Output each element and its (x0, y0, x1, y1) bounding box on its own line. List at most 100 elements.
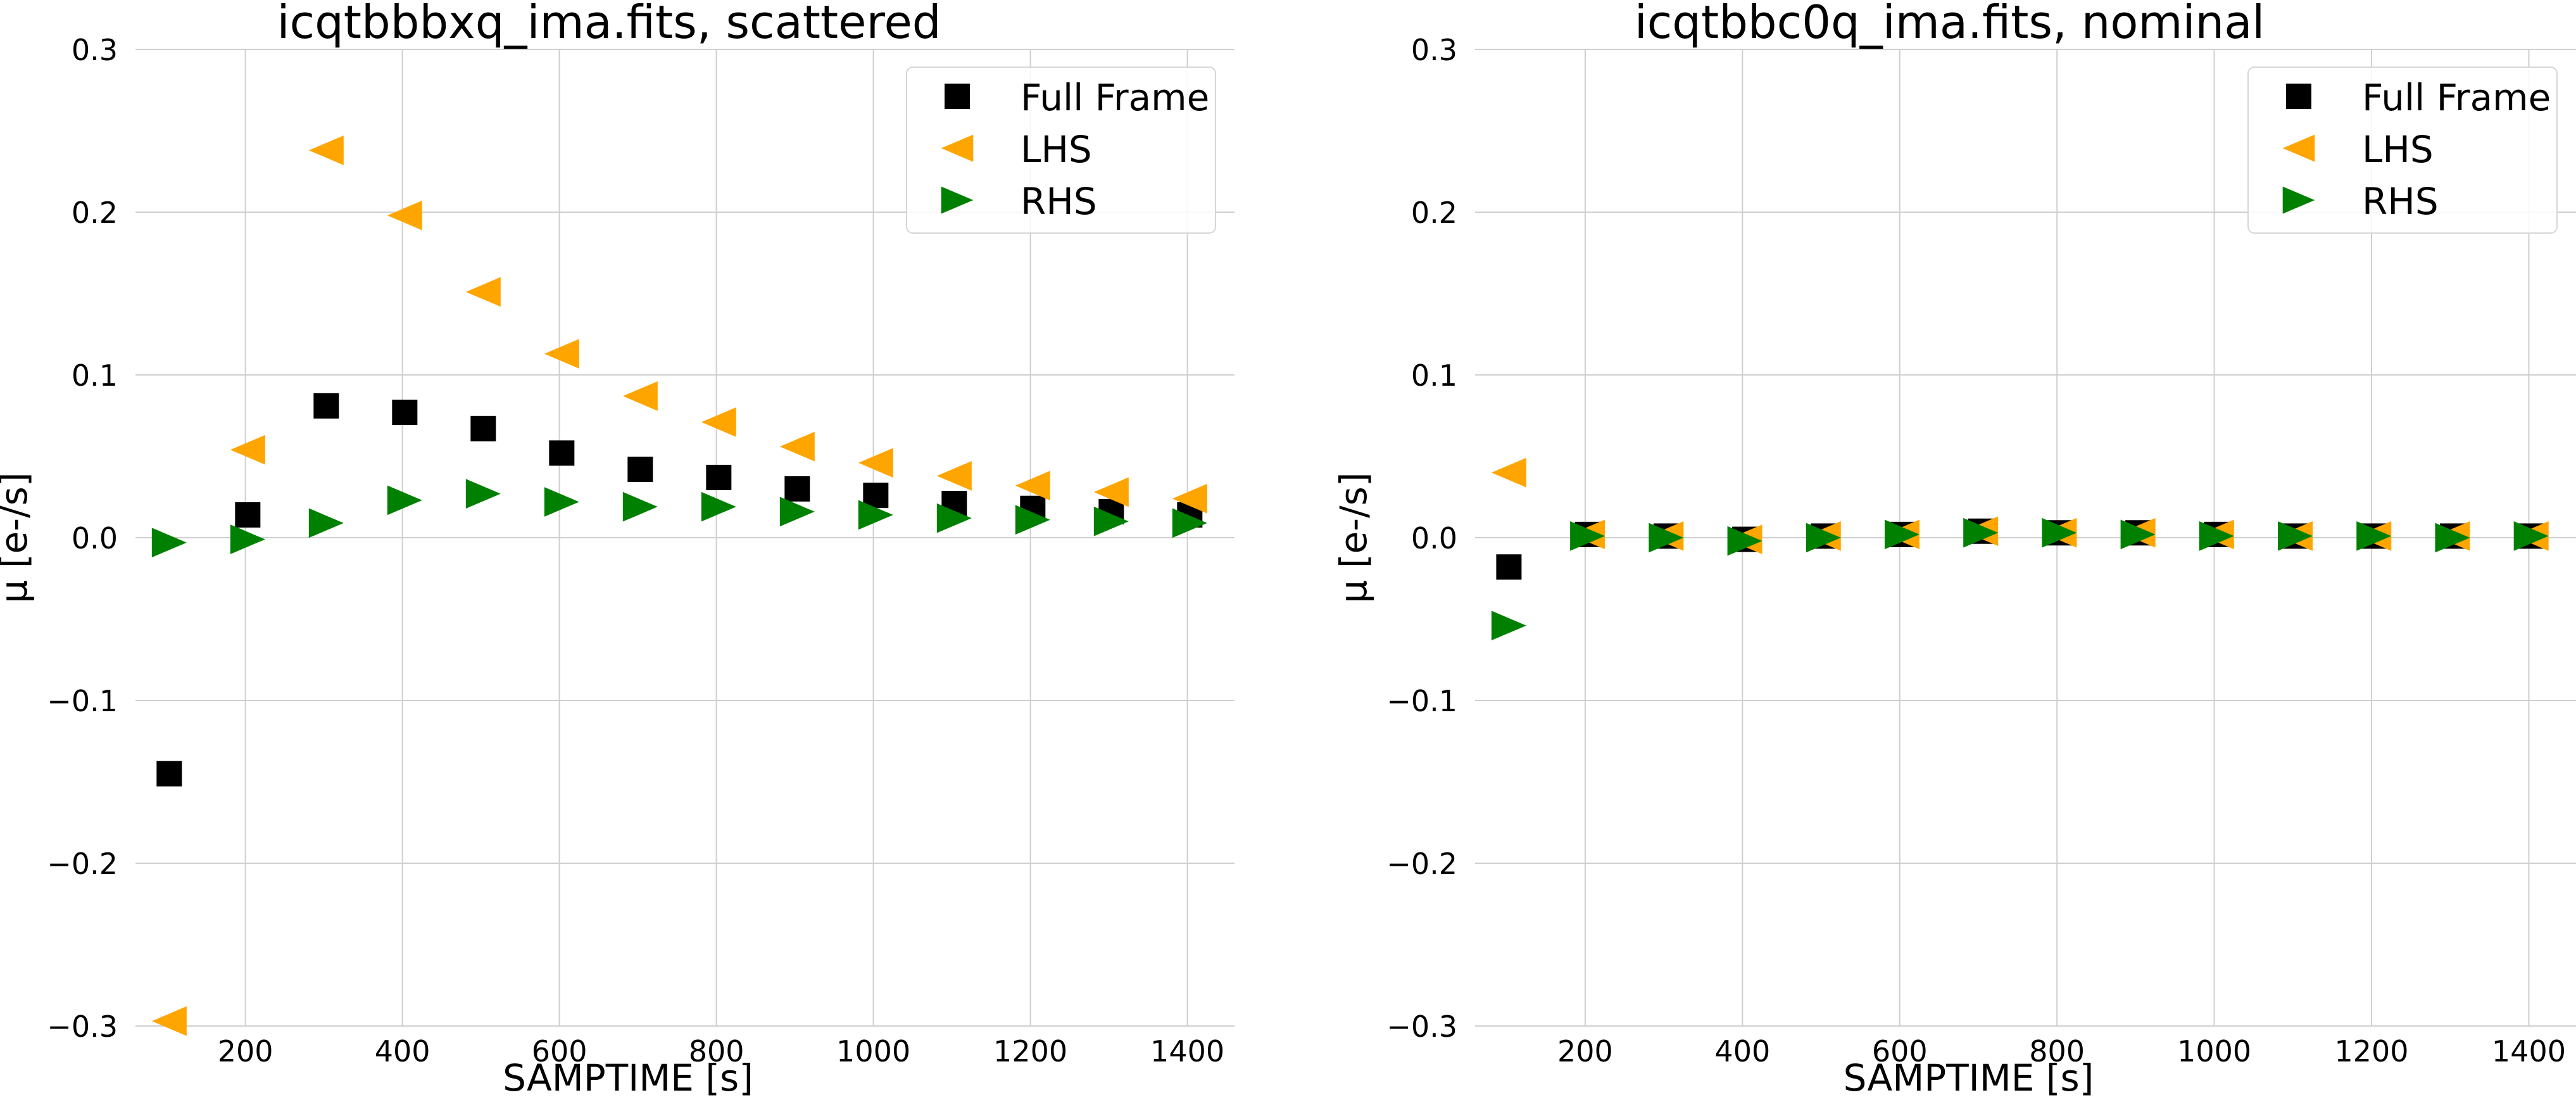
x-tick-label: 600 (1872, 1034, 1928, 1068)
data-point (2278, 521, 2313, 551)
y-tick-label: 0.1 (1411, 358, 1457, 393)
legend-label: RHS (2362, 180, 2439, 223)
data-point (2356, 521, 2392, 551)
series-full-frame (156, 393, 1203, 787)
data-point (1093, 506, 1129, 536)
y-tick-label: −0.1 (47, 684, 118, 718)
y-tick-label: −0.2 (47, 847, 118, 881)
legend: Full Frame LHS RHS (906, 66, 1216, 234)
x-tick-label: 600 (532, 1034, 587, 1068)
data-point (392, 400, 418, 426)
data-point (387, 485, 422, 516)
legend-marker (2282, 134, 2315, 162)
data-point (230, 524, 265, 554)
data-point (235, 502, 261, 528)
data-point (1172, 508, 1207, 538)
legend-label: LHS (1021, 128, 1092, 171)
x-tick-label: 200 (1557, 1034, 1613, 1068)
x-tick-label: 1200 (993, 1034, 1067, 1068)
data-point (465, 479, 501, 509)
y-axis-label: μ [e-/s] (0, 472, 35, 604)
data-point (622, 491, 658, 522)
data-point (858, 500, 893, 530)
x-tick-label: 1000 (2177, 1034, 2251, 1068)
x-tick-label: 400 (375, 1034, 430, 1068)
data-point (701, 407, 736, 437)
y-tick-label: 0.3 (1411, 33, 1457, 67)
data-point (549, 440, 575, 466)
data-point (1015, 505, 1050, 535)
x-tick-label: 800 (689, 1034, 745, 1068)
legend-box (2247, 66, 2558, 234)
data-point (779, 497, 815, 527)
x-tick-label: 800 (2029, 1034, 2085, 1068)
data-point (544, 339, 579, 369)
legend-marker (2286, 84, 2311, 109)
legend-marker (945, 84, 970, 109)
x-tick-label: 1400 (1150, 1034, 1224, 1068)
data-point (1015, 471, 1050, 501)
data-point (1093, 477, 1129, 507)
series-rhs (1491, 517, 2549, 641)
data-point (2120, 519, 2156, 550)
data-point (387, 200, 422, 231)
data-point (858, 448, 893, 478)
data-point (465, 277, 501, 307)
y-tick-label: 0.2 (72, 196, 118, 230)
x-tick-label: 1000 (836, 1034, 910, 1068)
legend-label: LHS (2362, 128, 2434, 171)
data-point (151, 528, 187, 558)
data-point (779, 431, 815, 462)
data-point (151, 1006, 187, 1036)
x-axis-label: SAMPTIME [s] (1844, 1056, 2094, 1099)
x-tick-label: 200 (218, 1034, 273, 1068)
data-point (2199, 521, 2234, 551)
data-point (2513, 521, 2549, 551)
data-point (2435, 522, 2470, 553)
data-point (156, 761, 182, 787)
y-tick-label: 0.2 (1411, 196, 1457, 230)
y-axis-label: μ [e-/s] (1332, 472, 1375, 604)
data-point (230, 434, 265, 465)
x-tick-label: 400 (1714, 1034, 1770, 1068)
series-lhs (151, 135, 1207, 1036)
chart-title: icqtbbbxq_ima.fits, scattered (277, 0, 941, 49)
y-tick-label: −0.3 (1386, 1010, 1457, 1044)
x-axis-label: SAMPTIME [s] (503, 1056, 753, 1099)
data-point (1806, 522, 1841, 553)
data-point (1570, 521, 1605, 551)
y-tick-label: 0.0 (72, 521, 118, 555)
data-point (701, 491, 736, 522)
data-point (2042, 517, 2077, 548)
data-point (936, 503, 972, 533)
legend-marker (2282, 186, 2315, 214)
legend-marker (941, 134, 974, 162)
y-tick-label: 0.3 (72, 33, 118, 67)
legend-label: RHS (1021, 180, 1097, 223)
data-point (1963, 517, 1999, 548)
data-point (784, 476, 810, 502)
data-point (1884, 519, 1919, 550)
legend-label: Full Frame (2362, 76, 2551, 119)
data-point (622, 381, 658, 411)
legend-marker (941, 186, 974, 214)
legend-label: Full Frame (1021, 76, 1209, 119)
y-tick-label: −0.1 (1386, 684, 1457, 718)
data-point (1496, 554, 1522, 580)
data-point (863, 483, 889, 509)
data-point (1491, 611, 1526, 641)
series-rhs (151, 479, 1207, 558)
data-point (313, 393, 339, 419)
chart-1: −0.3 −0.2 −0.1 0.0 0.1 0.2 0.3 200 400 600 800 1000… (0, 0, 1235, 1099)
legend: Full Frame LHS RHS (2247, 66, 2558, 234)
data-point (1649, 522, 1684, 553)
x-tick-label: 1200 (2335, 1034, 2409, 1068)
x-tick-label: 1400 (2492, 1034, 2566, 1068)
data-point (544, 487, 579, 517)
data-point (1172, 483, 1207, 514)
data-point (936, 460, 972, 491)
y-tick-label: 0.0 (1411, 521, 1457, 555)
data-point (1491, 457, 1526, 488)
data-point (1727, 526, 1762, 556)
data-point (627, 457, 653, 483)
